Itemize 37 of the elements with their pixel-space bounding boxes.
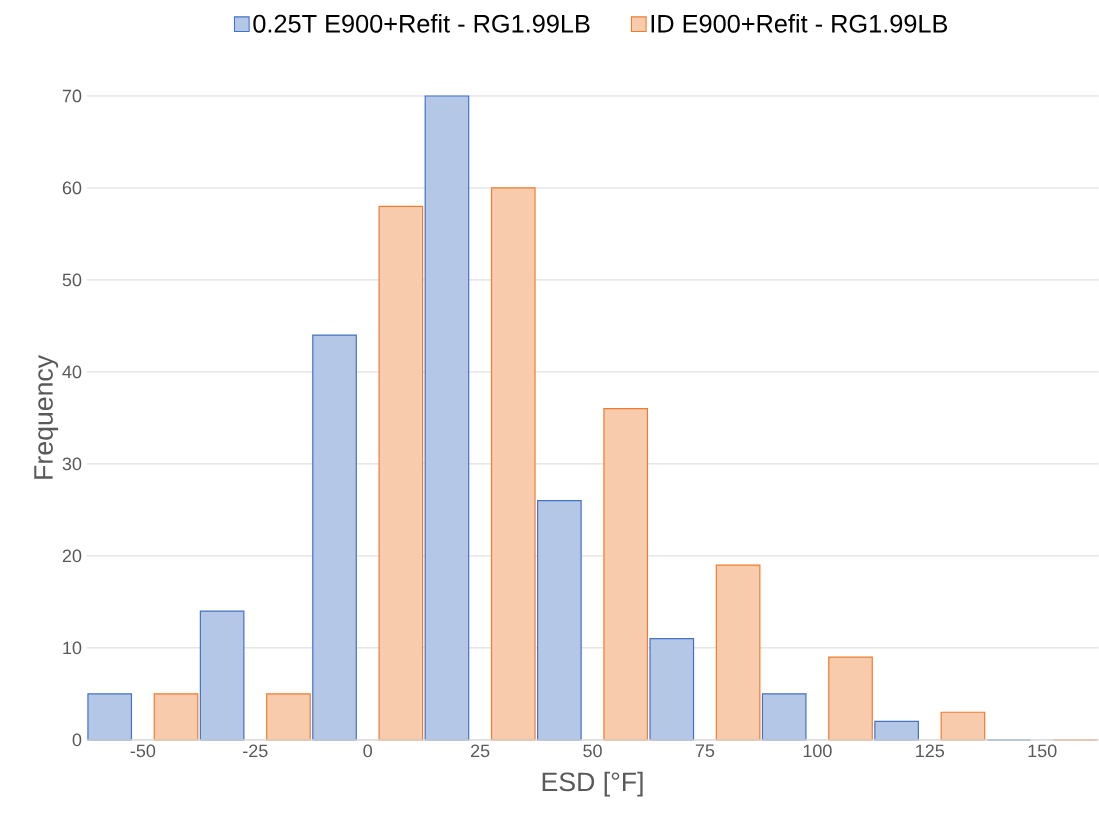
y-axis-title: Frequency — [34, 355, 59, 479]
x-tick-label: -25 — [243, 744, 268, 758]
y-tick-label: 10 — [63, 641, 82, 655]
y-tick-label: 50 — [62, 273, 82, 287]
x-tick-label: 150 — [1028, 744, 1057, 758]
x-tick-label: 75 — [695, 744, 715, 758]
bar — [424, 95, 470, 741]
bar — [312, 334, 357, 741]
bar — [87, 693, 133, 741]
x-tick-label: 25 — [471, 744, 490, 758]
legend-label: 0.25T E900+Refit - RG1.99LB — [253, 14, 590, 33]
x-axis-title: ESD [°F] — [542, 771, 643, 797]
bar — [649, 638, 695, 741]
bar — [153, 693, 199, 741]
x-tick-label: 50 — [583, 744, 602, 758]
x-tick-label: 0 — [363, 744, 372, 758]
x-tick-label: 125 — [916, 744, 945, 758]
bar — [537, 500, 582, 741]
bar — [874, 720, 919, 741]
bar — [603, 408, 649, 741]
y-tick-label: 60 — [62, 181, 82, 195]
x-tick-label: 100 — [803, 744, 832, 758]
bar — [378, 205, 424, 741]
bar — [940, 711, 986, 741]
bar — [715, 564, 761, 741]
bar — [490, 187, 536, 741]
y-tick-label: 70 — [62, 89, 82, 103]
x-tick-label: -50 — [130, 744, 156, 758]
bar — [761, 693, 807, 741]
y-tick-label: 40 — [62, 365, 82, 379]
y-tick-label: 20 — [62, 549, 82, 563]
y-tick-label: 30 — [62, 457, 82, 471]
bar — [199, 610, 245, 741]
bar — [266, 693, 311, 741]
legend-label: ID E900+Refit - RG1.99LB — [651, 14, 948, 33]
bar — [828, 656, 873, 741]
y-tick-label: 0 — [72, 733, 82, 747]
